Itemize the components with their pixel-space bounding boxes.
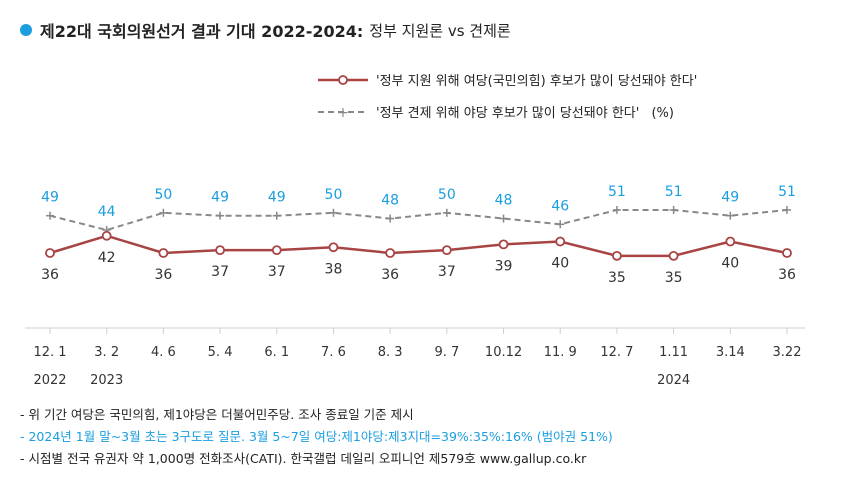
line-chart: '정부 지원 위해 여당(국민의힘) 후보가 많이 당선돼야 한다' + '정부… (25, 74, 805, 388)
series2-data-label: 50 (438, 187, 456, 203)
series2-data-label: 51 (778, 184, 796, 200)
series1-point (612, 250, 622, 261)
series1-line (49, 234, 788, 258)
series2-point (46, 211, 54, 220)
x-tick-label: 3.22 (773, 345, 802, 360)
series1-data-label: 36 (778, 267, 796, 283)
series2-point (386, 214, 395, 223)
series1-data-label: 37 (211, 264, 229, 280)
series2-point (726, 211, 735, 220)
title-bullet-icon (20, 24, 32, 36)
chart-title: 제22대 국회의원선거 결과 기대 2022-2024: (40, 22, 364, 41)
x-tick-label: 3.14 (716, 345, 745, 360)
series1-point (215, 245, 225, 256)
series2-point (556, 220, 565, 229)
series2-point (216, 211, 225, 220)
series2-data-label: 49 (268, 190, 286, 206)
legend-marker-series2: + (337, 105, 349, 121)
series1-point (271, 245, 282, 256)
series1-point (725, 236, 736, 247)
series1-point (385, 248, 396, 258)
series1-data-label: 39 (495, 258, 513, 274)
series1-data-label: 40 (721, 256, 739, 272)
legend-unit-label: (%) (651, 106, 674, 121)
x-year-label: 2022 (33, 373, 66, 388)
legend-label-series2-text: '정부 견제 위해 야당 후보가 많이 당선돼야 한다' (376, 106, 639, 121)
series1-point (45, 248, 55, 258)
x-year-label: 2023 (90, 373, 123, 388)
series1-point (441, 245, 452, 256)
x-tick-label: 9. 7 (434, 345, 459, 360)
series2-data-label: 49 (211, 190, 229, 206)
series1-data-label: 36 (154, 267, 172, 283)
series1-data-label: 37 (268, 264, 286, 280)
series1-point (101, 230, 112, 241)
x-tick-label: 5. 4 (208, 345, 233, 360)
series1-point (782, 248, 792, 258)
footnote-1: - 위 기간 여당은 국민의힘, 제1야당은 더불어민주당. 조사 종료일 기준… (20, 407, 414, 422)
series2-data-label: 50 (325, 187, 343, 203)
footnote-3: - 시점별 전국 유권자 약 1,000명 전화조사(CATI). 한국갤럽 데… (20, 451, 587, 466)
x-tick-label: 3. 2 (94, 345, 119, 360)
series1-point (328, 242, 339, 253)
series2-data-label: 46 (551, 198, 569, 214)
x-tick-label: 6. 1 (264, 345, 289, 360)
series1-data-label: 38 (325, 261, 343, 277)
series2-data-label: 49 (41, 190, 59, 206)
legend-label-series2: '정부 견제 위해 야당 후보가 많이 당선돼야 한다' (%) (376, 106, 674, 121)
series1-data-label: 40 (551, 256, 569, 272)
series2-data-label: 51 (608, 184, 626, 200)
series2-data-label: 48 (495, 193, 513, 209)
series1-point (555, 236, 566, 247)
series2-point (669, 205, 678, 214)
legend-marker-series1 (338, 75, 348, 85)
title-row: 제22대 국회의원선거 결과 기대 2022-2024: 정부 지원론 vs 견… (20, 18, 511, 42)
x-tick-label: 4. 6 (151, 345, 176, 360)
chart-title-suffix: 정부 지원론 vs 견제론 (369, 21, 511, 40)
series1-data-label: 36 (41, 267, 59, 283)
series1-point (668, 250, 679, 261)
footnote-2: - 2024년 1월 말~3월 초는 3구도로 질문. 3월 5~7일 여당:제… (20, 429, 613, 444)
x-tick-label: 1.11 (659, 345, 688, 360)
series2-point (499, 214, 508, 223)
x-tick-label: 7. 6 (321, 345, 346, 360)
chart-legend: '정부 지원 위해 여당(국민의힘) 후보가 많이 당선돼야 한다' + '정부… (318, 74, 697, 121)
series1-data-label: 35 (665, 270, 683, 286)
legend-label-series1: '정부 지원 위해 여당(국민의힘) 후보가 많이 당선돼야 한다' (376, 74, 697, 89)
series1-point (498, 239, 509, 250)
series2-point (159, 208, 168, 217)
series2-point (783, 205, 791, 214)
series2-data-label: 50 (154, 187, 172, 203)
series2-point (612, 205, 621, 214)
series2-data-label: 48 (381, 193, 399, 209)
series1-data-label: 36 (381, 267, 399, 283)
series1-data-label: 42 (98, 250, 116, 266)
series1-data-label: 35 (608, 270, 626, 286)
series2-point (329, 208, 338, 217)
plot-area: 49 44 50 49 49 50 48 50 48 46 51 51 49 51 36 42 36 37 37 38… (33, 184, 801, 388)
x-tick-label: 12. 7 (600, 345, 633, 360)
x-year-label: 2024 (657, 373, 690, 388)
series2-point (272, 211, 281, 220)
series2-point (442, 208, 451, 217)
series2-data-label: 51 (665, 184, 683, 200)
x-tick-label: 11. 9 (544, 345, 577, 360)
series1-point (158, 248, 169, 258)
series2-data-label: 44 (98, 204, 116, 220)
x-tick-label: 12. 1 (33, 345, 66, 360)
footnotes: - 위 기간 여당은 국민의힘, 제1야당은 더불어민주당. 조사 종료일 기준… (20, 404, 613, 470)
series1-data-label: 37 (438, 264, 456, 280)
x-tick-label: 8. 3 (378, 345, 403, 360)
x-tick-label: 10.12 (485, 345, 522, 360)
series2-line (49, 208, 788, 232)
series2-data-label: 49 (721, 190, 739, 206)
